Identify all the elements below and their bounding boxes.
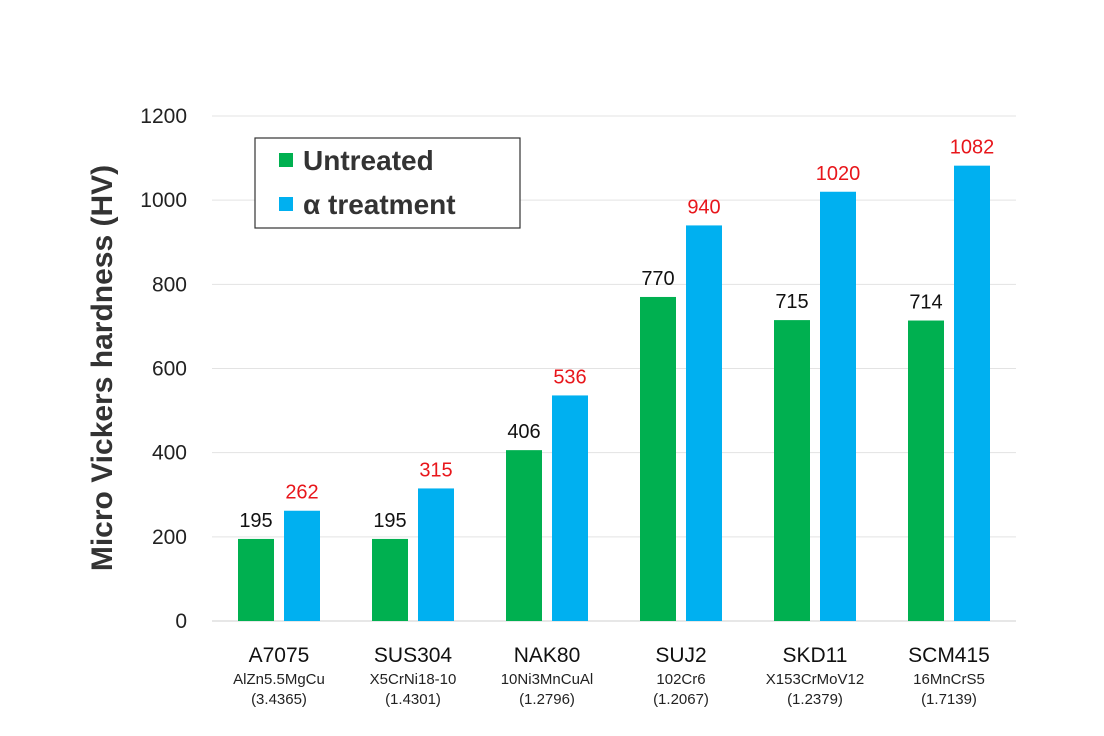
y-tick-label: 0	[175, 610, 187, 633]
x-category-number: (1.2379)	[787, 691, 843, 708]
bar-untreated-sus304	[372, 538, 408, 621]
x-category-alloy: 16MnCrS5	[913, 671, 985, 688]
x-category-alloy: 10Ni3MnCuAl	[501, 671, 594, 688]
bar-alpha-treatment-a7075	[284, 510, 320, 621]
value-label: 1082	[950, 137, 995, 159]
legend-swatch-untreated	[279, 153, 293, 167]
legend-box	[254, 137, 521, 229]
x-category-alloy: 102Cr6	[656, 671, 705, 688]
x-category-number: (1.4301)	[385, 691, 441, 708]
x-category-number: (3.4365)	[251, 691, 307, 708]
bar-alpha-treatment-sus304	[418, 488, 454, 621]
value-labels: 195 262 195 315 406 536 770 940 715 1020 714 1082	[239, 137, 994, 532]
x-category-name: A7075	[249, 644, 310, 667]
value-label: 195	[239, 510, 272, 532]
value-label: 940	[687, 196, 720, 218]
value-label: 714	[909, 292, 942, 314]
bar-alpha-treatment-scm415	[954, 165, 990, 622]
value-label: 262	[285, 482, 318, 504]
value-label: 715	[775, 291, 808, 313]
x-category-number: (1.2067)	[653, 691, 709, 708]
legend-swatch-alpha-treatment	[279, 197, 293, 211]
value-label: 536	[553, 366, 586, 388]
y-axis-label: Micro Vickers hardness (HV)	[86, 165, 119, 571]
y-axis-ticks: 0 200 400 600 800 1000 1200	[140, 105, 187, 633]
value-label: 406	[507, 421, 540, 443]
legend-label-alpha-treatment: α treatment	[303, 189, 456, 220]
x-category-alloy: AlZn5.5MgCu	[233, 671, 325, 688]
bars	[238, 165, 990, 622]
y-tick-label: 800	[152, 273, 187, 296]
x-axis-categories: A7075 AlZn5.5MgCu (3.4365) SUS304 X5CrNi18-1…	[233, 644, 990, 708]
y-tick-label: 400	[152, 442, 187, 465]
bar-untreated-suj2	[640, 296, 676, 621]
bar-untreated-a7075	[238, 538, 274, 621]
value-label: 770	[641, 268, 674, 290]
x-category-alloy: X5CrNi18-10	[370, 671, 457, 688]
bar-untreated-skd11	[774, 320, 810, 621]
value-label: 195	[373, 510, 406, 532]
bar-alpha-treatment-suj2	[686, 225, 722, 621]
y-tick-label: 200	[152, 526, 187, 549]
bar-untreated-scm415	[908, 320, 944, 621]
x-category-number: (1.7139)	[921, 691, 977, 708]
y-tick-label: 1200	[140, 105, 187, 128]
bar-alpha-treatment-nak80	[552, 395, 588, 621]
y-tick-label: 1000	[140, 189, 187, 212]
legend: Untreated α treatment	[254, 137, 521, 229]
x-category-number: (1.2796)	[519, 691, 575, 708]
value-label: 1020	[816, 163, 861, 185]
legend-label-untreated: Untreated	[303, 145, 434, 176]
x-category-name: SUS304	[374, 644, 453, 667]
x-category-name: NAK80	[514, 644, 581, 667]
bar-untreated-nak80	[506, 450, 542, 621]
x-category-name: SCM415	[908, 644, 990, 667]
value-label: 315	[419, 459, 452, 481]
x-category-name: SUJ2	[655, 644, 706, 667]
x-category-name: SKD11	[783, 644, 848, 667]
bar-alpha-treatment-skd11	[820, 191, 856, 621]
x-category-alloy: X153CrMoV12	[766, 671, 864, 688]
y-tick-label: 600	[152, 358, 187, 381]
